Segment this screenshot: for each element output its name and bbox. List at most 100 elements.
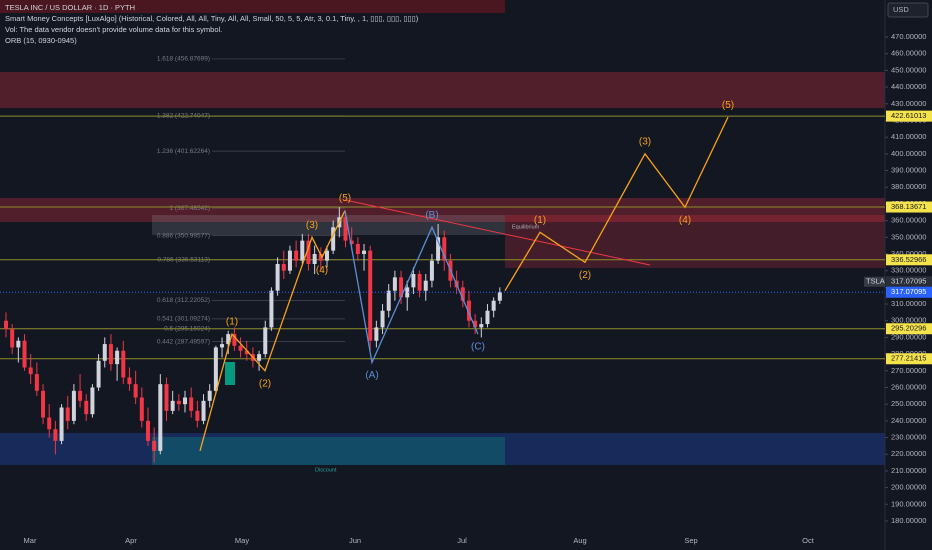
candle-body — [133, 384, 138, 398]
level-label: 368.13671 — [891, 202, 926, 211]
candle-body — [275, 263, 280, 291]
candle-body — [78, 390, 83, 401]
y-tick-label: 180.00000 — [891, 516, 926, 525]
x-tick-label: Mar — [24, 536, 37, 545]
candle-body — [386, 290, 391, 311]
zone — [0, 72, 885, 108]
y-tick-label: 450.00000 — [891, 65, 926, 74]
candle-body — [429, 260, 434, 281]
y-tick-label: 430.00000 — [891, 99, 926, 108]
fib-label: 1 (367.48542) — [170, 205, 210, 212]
price-axis — [885, 0, 932, 550]
candle-body — [466, 300, 471, 321]
candle-body — [96, 360, 101, 388]
candle-body — [411, 274, 416, 288]
level-label: 277.21415 — [891, 354, 926, 363]
x-tick-label: Aug — [573, 536, 586, 545]
candle-body — [121, 350, 126, 378]
zone — [225, 362, 235, 385]
y-tick-label: 260.00000 — [891, 382, 926, 391]
candle-body — [90, 387, 95, 415]
candle-body — [374, 327, 379, 341]
candle-body — [47, 417, 52, 430]
wave-line — [504, 116, 729, 292]
x-tick-label: Jun — [349, 536, 361, 545]
candle-body — [417, 274, 422, 291]
y-tick-label: 390.00000 — [891, 166, 926, 175]
candle-body — [71, 390, 76, 421]
candle-body — [34, 374, 39, 391]
fib-label: 1.236 (401.62264) — [157, 148, 210, 155]
currency[interactable]: USD — [893, 5, 909, 14]
price-label: 317.07095 — [891, 287, 926, 296]
candle-body — [312, 253, 317, 264]
candle-body — [318, 253, 323, 261]
y-tick-label: 270.00000 — [891, 366, 926, 375]
candle-body — [306, 240, 311, 264]
candle-body — [263, 327, 268, 355]
y-tick-label: 230.00000 — [891, 433, 926, 442]
candle-body — [491, 300, 496, 311]
level-tag — [886, 323, 932, 335]
wave-label: (3) — [306, 220, 318, 231]
indicator: Smart Money Concepts [LuxAlgo] (Historic… — [5, 14, 419, 23]
price-label: 317.07095 — [891, 277, 926, 286]
candle-body — [331, 227, 336, 251]
candle-body — [362, 250, 367, 254]
indicator: Vol: The data vendor doesn't provide vol… — [5, 25, 222, 34]
fib-label: 0.541 (301.09274) — [157, 316, 210, 323]
candle-body — [158, 384, 163, 451]
x-tick-label: Oct — [802, 536, 815, 545]
candle-body — [115, 350, 120, 365]
y-tick-label: 360.00000 — [891, 216, 926, 225]
currency-box[interactable] — [887, 2, 929, 18]
candle-body — [368, 250, 373, 341]
candle-body — [324, 250, 329, 261]
level-label: 295.20296 — [891, 324, 926, 333]
level-tag — [886, 254, 932, 266]
wave-line — [199, 210, 346, 452]
fib-label: 0.442 (287.49597) — [157, 338, 210, 345]
candle-body — [102, 344, 107, 361]
candle-body — [380, 310, 385, 328]
candle-body — [183, 397, 188, 405]
wave-label: (2) — [579, 270, 591, 281]
y-tick-label: 310.00000 — [891, 299, 926, 308]
candle-body — [41, 390, 46, 418]
candle-body — [84, 400, 89, 415]
candle-body — [220, 344, 225, 348]
x-tick-label: Jul — [457, 536, 467, 545]
fib-label: 0.886 (350.99577) — [157, 232, 210, 239]
candle-body — [287, 250, 292, 271]
fib-label: 1.618 (456.87699) — [157, 56, 210, 63]
candle-body — [127, 377, 132, 385]
candle-body — [244, 350, 249, 355]
y-tick-label: 460.00000 — [891, 49, 926, 58]
candle-body — [16, 340, 21, 348]
y-tick-label: 200.00000 — [891, 483, 926, 492]
y-tick-label: 380.00000 — [891, 182, 926, 191]
y-tick-label: 190.00000 — [891, 499, 926, 508]
wave-label: (2) — [259, 378, 271, 389]
price-tag — [886, 286, 932, 298]
candle-body — [479, 324, 484, 328]
candle-body — [189, 397, 194, 411]
y-tick-label: 250.00000 — [891, 399, 926, 408]
candle-body — [355, 243, 360, 254]
y-tick-label: 300.00000 — [891, 316, 926, 325]
zone — [0, 0, 505, 13]
y-tick-label: 410.00000 — [891, 132, 926, 141]
candle-body — [65, 407, 70, 421]
candle-body — [164, 384, 169, 411]
candle-body — [59, 407, 64, 441]
candle-body — [294, 250, 299, 261]
y-tick-label: 330.00000 — [891, 266, 926, 275]
wave-label: (5) — [339, 193, 351, 204]
zone-label: Discount — [315, 467, 337, 473]
candle-body — [423, 280, 428, 291]
candle-body — [392, 277, 397, 291]
y-tick-label: 340.00000 — [891, 249, 926, 258]
trendline — [344, 199, 651, 266]
zone — [152, 215, 505, 235]
